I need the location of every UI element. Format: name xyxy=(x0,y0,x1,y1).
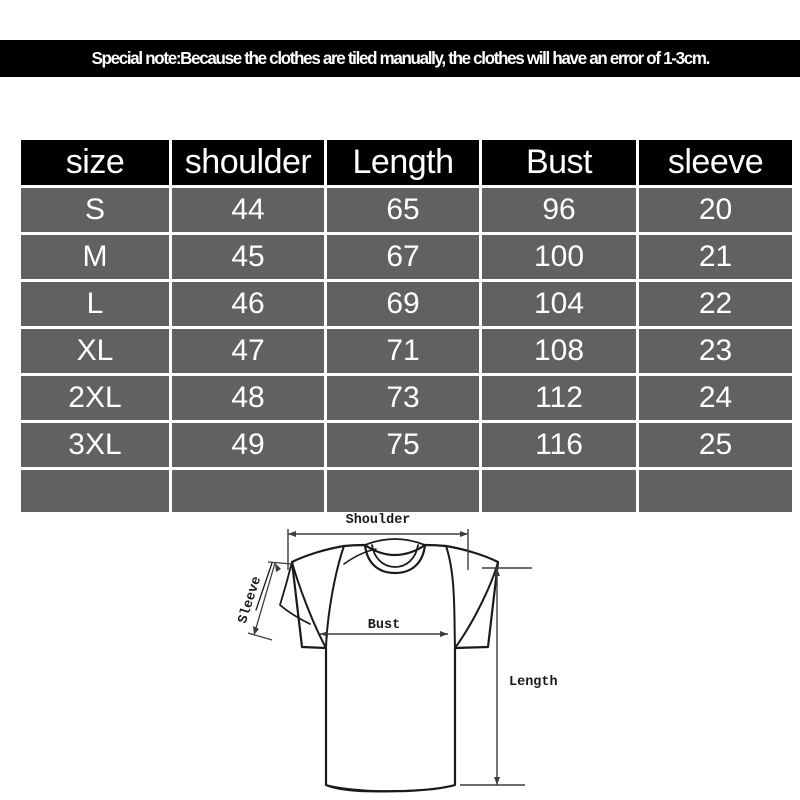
bust-label: Bust xyxy=(368,618,400,633)
cell-size: L xyxy=(21,282,169,326)
cell-sleeve: 21 xyxy=(639,235,792,279)
special-note-text: Special note:Because the clothes are til… xyxy=(91,48,710,68)
special-note-banner: Special note:Because the clothes are til… xyxy=(0,40,800,77)
table-row: L 46 69 104 22 xyxy=(21,282,792,326)
cell-sleeve: 23 xyxy=(639,329,792,373)
cell-length: 73 xyxy=(327,376,479,420)
table-row-empty xyxy=(21,470,792,512)
size-chart-table: size shoulder Length Bust sleeve S 44 65… xyxy=(18,137,795,515)
cell-length: 75 xyxy=(327,423,479,467)
column-header-bust: Bust xyxy=(482,140,636,185)
table-row: M 45 67 100 21 xyxy=(21,235,792,279)
cell-size: S xyxy=(21,188,169,232)
cell-shoulder xyxy=(172,470,324,512)
cell-size: XL xyxy=(21,329,169,373)
cell-length: 69 xyxy=(327,282,479,326)
cell-sleeve: 22 xyxy=(639,282,792,326)
cell-length: 71 xyxy=(327,329,479,373)
cell-shoulder: 44 xyxy=(172,188,324,232)
cell-sleeve: 25 xyxy=(639,423,792,467)
table-row: XL 47 71 108 23 xyxy=(21,329,792,373)
shoulder-dimension xyxy=(287,529,469,570)
cell-bust: 112 xyxy=(482,376,636,420)
cell-sleeve: 20 xyxy=(639,188,792,232)
table-row: 2XL 48 73 112 24 xyxy=(21,376,792,420)
table-row: 3XL 49 75 116 25 xyxy=(21,423,792,467)
bust-dimension xyxy=(320,631,448,637)
cell-bust: 100 xyxy=(482,235,636,279)
cell-shoulder: 46 xyxy=(172,282,324,326)
cell-bust: 116 xyxy=(482,423,636,467)
cell-size xyxy=(21,470,169,512)
length-label: Length xyxy=(509,675,558,690)
cell-length: 65 xyxy=(327,188,479,232)
table-header-row: size shoulder Length Bust sleeve xyxy=(21,140,792,185)
cell-bust: 96 xyxy=(482,188,636,232)
cell-size: 2XL xyxy=(21,376,169,420)
cell-bust: 108 xyxy=(482,329,636,373)
cell-shoulder: 47 xyxy=(172,329,324,373)
column-header-length: Length xyxy=(327,140,479,185)
cell-sleeve xyxy=(639,470,792,512)
sleeve-dimension xyxy=(247,561,293,641)
shoulder-label: Shoulder xyxy=(346,513,411,528)
sleeve-label: Sleeve xyxy=(236,575,265,626)
length-dimension xyxy=(460,567,532,786)
cell-shoulder: 45 xyxy=(172,235,324,279)
cell-bust: 104 xyxy=(482,282,636,326)
cell-size: M xyxy=(21,235,169,279)
column-header-size: size xyxy=(21,140,169,185)
cell-sleeve: 24 xyxy=(639,376,792,420)
column-header-shoulder: shoulder xyxy=(172,140,324,185)
cell-shoulder: 48 xyxy=(172,376,324,420)
cell-shoulder: 49 xyxy=(172,423,324,467)
column-header-sleeve: sleeve xyxy=(639,140,792,185)
tshirt-outline-icon xyxy=(255,538,500,793)
cell-size: 3XL xyxy=(21,423,169,467)
cell-bust xyxy=(482,470,636,512)
tshirt-measurement-diagram: Shoulder Sleeve Bust Length xyxy=(220,500,600,800)
table-row: S 44 65 96 20 xyxy=(21,188,792,232)
cell-length xyxy=(327,470,479,512)
cell-length: 67 xyxy=(327,235,479,279)
